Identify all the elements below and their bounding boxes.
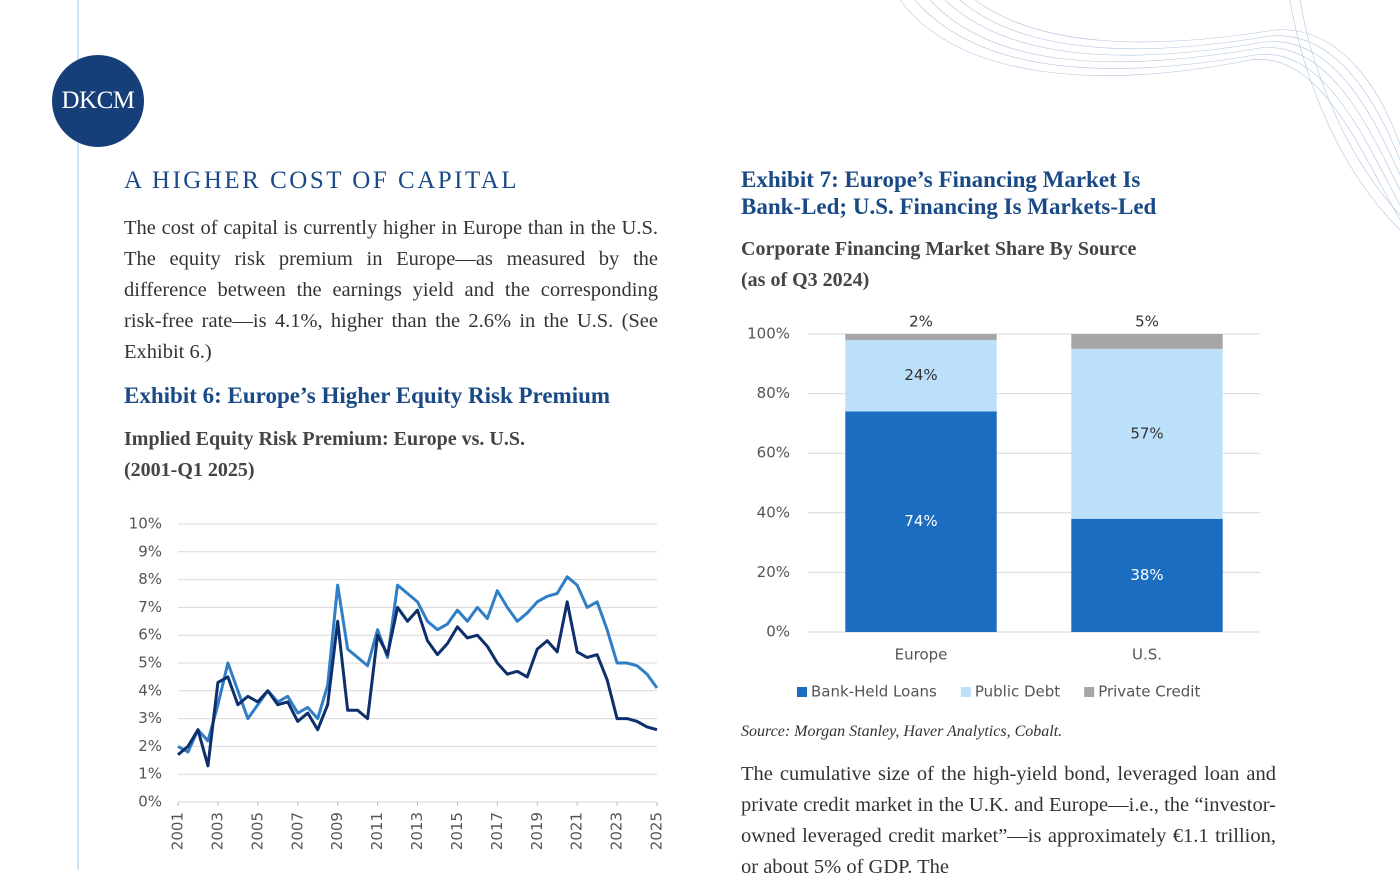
x-tick-label: 2015	[448, 812, 466, 850]
y-tick-label: 9%	[138, 542, 162, 560]
legend-swatch	[960, 687, 971, 697]
logo: DKCM	[52, 55, 144, 147]
y-tick-label: 3%	[138, 709, 162, 727]
x-tick-label: 2005	[248, 812, 266, 850]
x-tick-label: 2023	[608, 812, 626, 850]
x-tick-label: 2003	[208, 812, 226, 850]
x-tick-label: 2025	[648, 812, 666, 850]
subtitle-line: Corporate Financing Market Share By Sour…	[741, 238, 1137, 260]
y-tick-label: 8%	[138, 570, 162, 588]
y-tick-label: 0%	[138, 793, 162, 811]
bar-segment	[1071, 348, 1223, 519]
subtitle-line: Implied Equity Risk Premium: Europe vs. …	[124, 428, 525, 450]
paragraph: The cost of capital is currently higher …	[124, 217, 658, 363]
y-tick-label: 5%	[138, 654, 162, 672]
x-tick-label: 2021	[568, 812, 586, 850]
y-tick-label: 2%	[138, 737, 162, 755]
legend-swatch	[1084, 687, 1095, 697]
legend-label: Private Credit	[1098, 683, 1200, 701]
y-tick-label: 40%	[757, 503, 790, 521]
title-line: Bank-Led; U.S. Financing Is Markets-Led	[741, 194, 1157, 219]
legend-swatch	[797, 687, 807, 697]
subtitle-line: (2001-Q1 2025)	[124, 459, 255, 481]
exhibit-title: Exhibit 6: Europe’s Higher Equity Risk P…	[124, 382, 610, 409]
x-tick-label: 2011	[368, 812, 386, 850]
data-label: 38%	[1130, 566, 1163, 584]
exhibit-title: Exhibit 7: Europe’s Financing Market Is B…	[741, 166, 1156, 220]
data-label: 24%	[904, 366, 937, 384]
x-tick-label: 2013	[408, 812, 426, 850]
data-label: 57%	[1130, 424, 1163, 442]
y-tick-label: 1%	[138, 765, 162, 783]
bar-segment	[845, 411, 997, 632]
y-tick-label: 80%	[757, 384, 790, 402]
line-chart: 0% 1% 2% 3% 4% 5% 6% 7% 8% 9% 10% 2001 2003 2005 2007 2…	[129, 515, 666, 851]
legend-label: Public Debt	[975, 683, 1060, 701]
x-tick-label: 2007	[288, 812, 306, 850]
y-tick-label: 20%	[757, 563, 790, 581]
bar-chart: 0% 20% 40% 60% 80% 100% Europe 74% 24% 2% U.S. 38% 5…	[747, 313, 1260, 701]
source-note: Source: Morgan Stanley, Haver Analytics,…	[741, 723, 1063, 740]
series-line	[177, 575, 659, 754]
title-line: Exhibit 7: Europe’s Financing Market Is	[741, 167, 1141, 192]
bar-segment	[845, 334, 997, 340]
y-tick-label: 10%	[129, 515, 162, 533]
section-title: A HIGHER COST OF CAPITAL	[124, 167, 520, 194]
y-tick-label: 0%	[766, 623, 790, 641]
x-tick-label: U.S.	[1132, 646, 1162, 664]
x-tick-label: 2001	[169, 812, 187, 850]
x-tick-label: 2009	[328, 812, 346, 850]
y-tick-label: 6%	[138, 626, 162, 644]
data-label: 74%	[904, 512, 937, 530]
exhibit-subtitle: Implied Equity Risk Premium: Europe vs. …	[124, 424, 525, 486]
x-tick-label: 2019	[528, 812, 546, 850]
legend-label: Bank-Held Loans	[811, 683, 937, 701]
x-tick-label: Europe	[895, 646, 948, 664]
subtitle-line: (as of Q3 2024)	[741, 269, 870, 291]
series-line	[177, 600, 658, 768]
exhibit-subtitle: Corporate Financing Market Share By Sour…	[741, 234, 1136, 296]
x-tick-label: 2017	[488, 812, 506, 850]
bar-segment	[1071, 334, 1223, 349]
title-line: Exhibit 6: Europe’s Higher Equity Risk P…	[124, 383, 611, 408]
y-tick-label: 7%	[138, 598, 162, 616]
data-label: 5%	[1135, 313, 1159, 331]
y-tick-label: 100%	[747, 325, 790, 343]
bar-segment	[845, 339, 997, 412]
data-label: 2%	[909, 313, 933, 331]
paragraph: The cumulative size of the high-yield bo…	[741, 763, 1276, 878]
y-tick-label: 4%	[138, 681, 162, 699]
bar-segment	[1071, 518, 1223, 632]
y-tick-label: 60%	[757, 444, 790, 462]
